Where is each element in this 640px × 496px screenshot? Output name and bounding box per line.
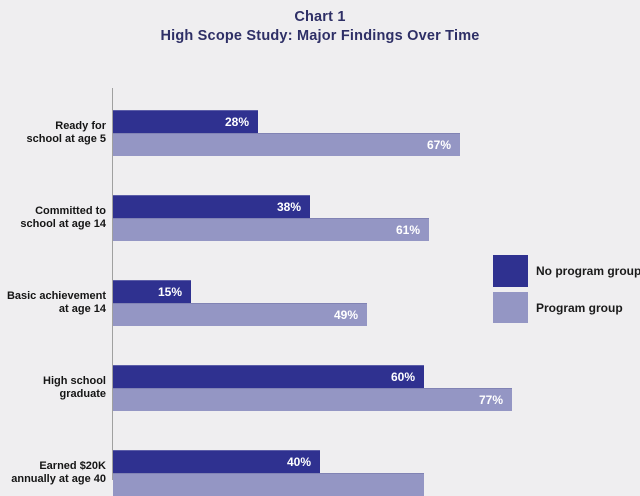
chart-title: Chart 1 High Scope Study: Major Findings… — [0, 8, 640, 46]
bar-program-group: 49% — [113, 303, 367, 326]
chart-plot: 28% 67% Ready for school at age 5 38% 61% Comm… — [6, 88, 512, 496]
bar-program-group — [113, 473, 424, 496]
category-label: Ready for school at age 5 — [26, 120, 106, 145]
legend-swatch-no-program-icon — [493, 255, 528, 287]
legend-item-program: Program group — [493, 292, 623, 323]
bar-program-group: 67% — [113, 133, 460, 156]
bar-value-label: 40% — [286, 455, 311, 469]
category-label: High school graduate — [43, 375, 106, 400]
bar-no-program-group: 38% — [113, 195, 310, 218]
chart-title-line1: Chart 1 — [294, 9, 346, 25]
category-label: Committed to school at age 14 — [20, 205, 106, 230]
bar-program-group: 77% — [113, 388, 512, 411]
legend-swatch-program-icon — [493, 292, 528, 323]
bar-value-label: 38% — [276, 200, 301, 214]
legend-label-program: Program group — [536, 300, 623, 315]
y-axis-line — [112, 88, 113, 480]
bar-value-label: 77% — [478, 393, 503, 407]
bar-value-label: 60% — [390, 370, 415, 384]
bar-no-program-group: 60% — [113, 365, 424, 388]
category-label: Basic achievement at age 14 — [6, 290, 106, 315]
bar-program-group: 61% — [113, 218, 429, 241]
bar-no-program-group: 28% — [113, 110, 258, 133]
bar-value-label: 67% — [426, 138, 451, 152]
legend-label-no-program: No program group — [536, 264, 640, 278]
bar-no-program-group: 40% — [113, 450, 320, 473]
chart-title-line2: High Scope Study: Major Findings Over Ti… — [160, 28, 480, 44]
bar-value-label: 15% — [157, 285, 182, 299]
category-label: Earned $20K annually at age 40 — [11, 460, 106, 485]
bar-value-label: 61% — [395, 223, 420, 237]
bar-value-label: 49% — [333, 308, 358, 322]
bar-value-label: 28% — [224, 115, 249, 129]
chart-canvas: Chart 1 High Scope Study: Major Findings… — [0, 8, 640, 496]
legend-item-no-program: No program group — [493, 255, 640, 287]
bar-no-program-group: 15% — [113, 280, 191, 303]
